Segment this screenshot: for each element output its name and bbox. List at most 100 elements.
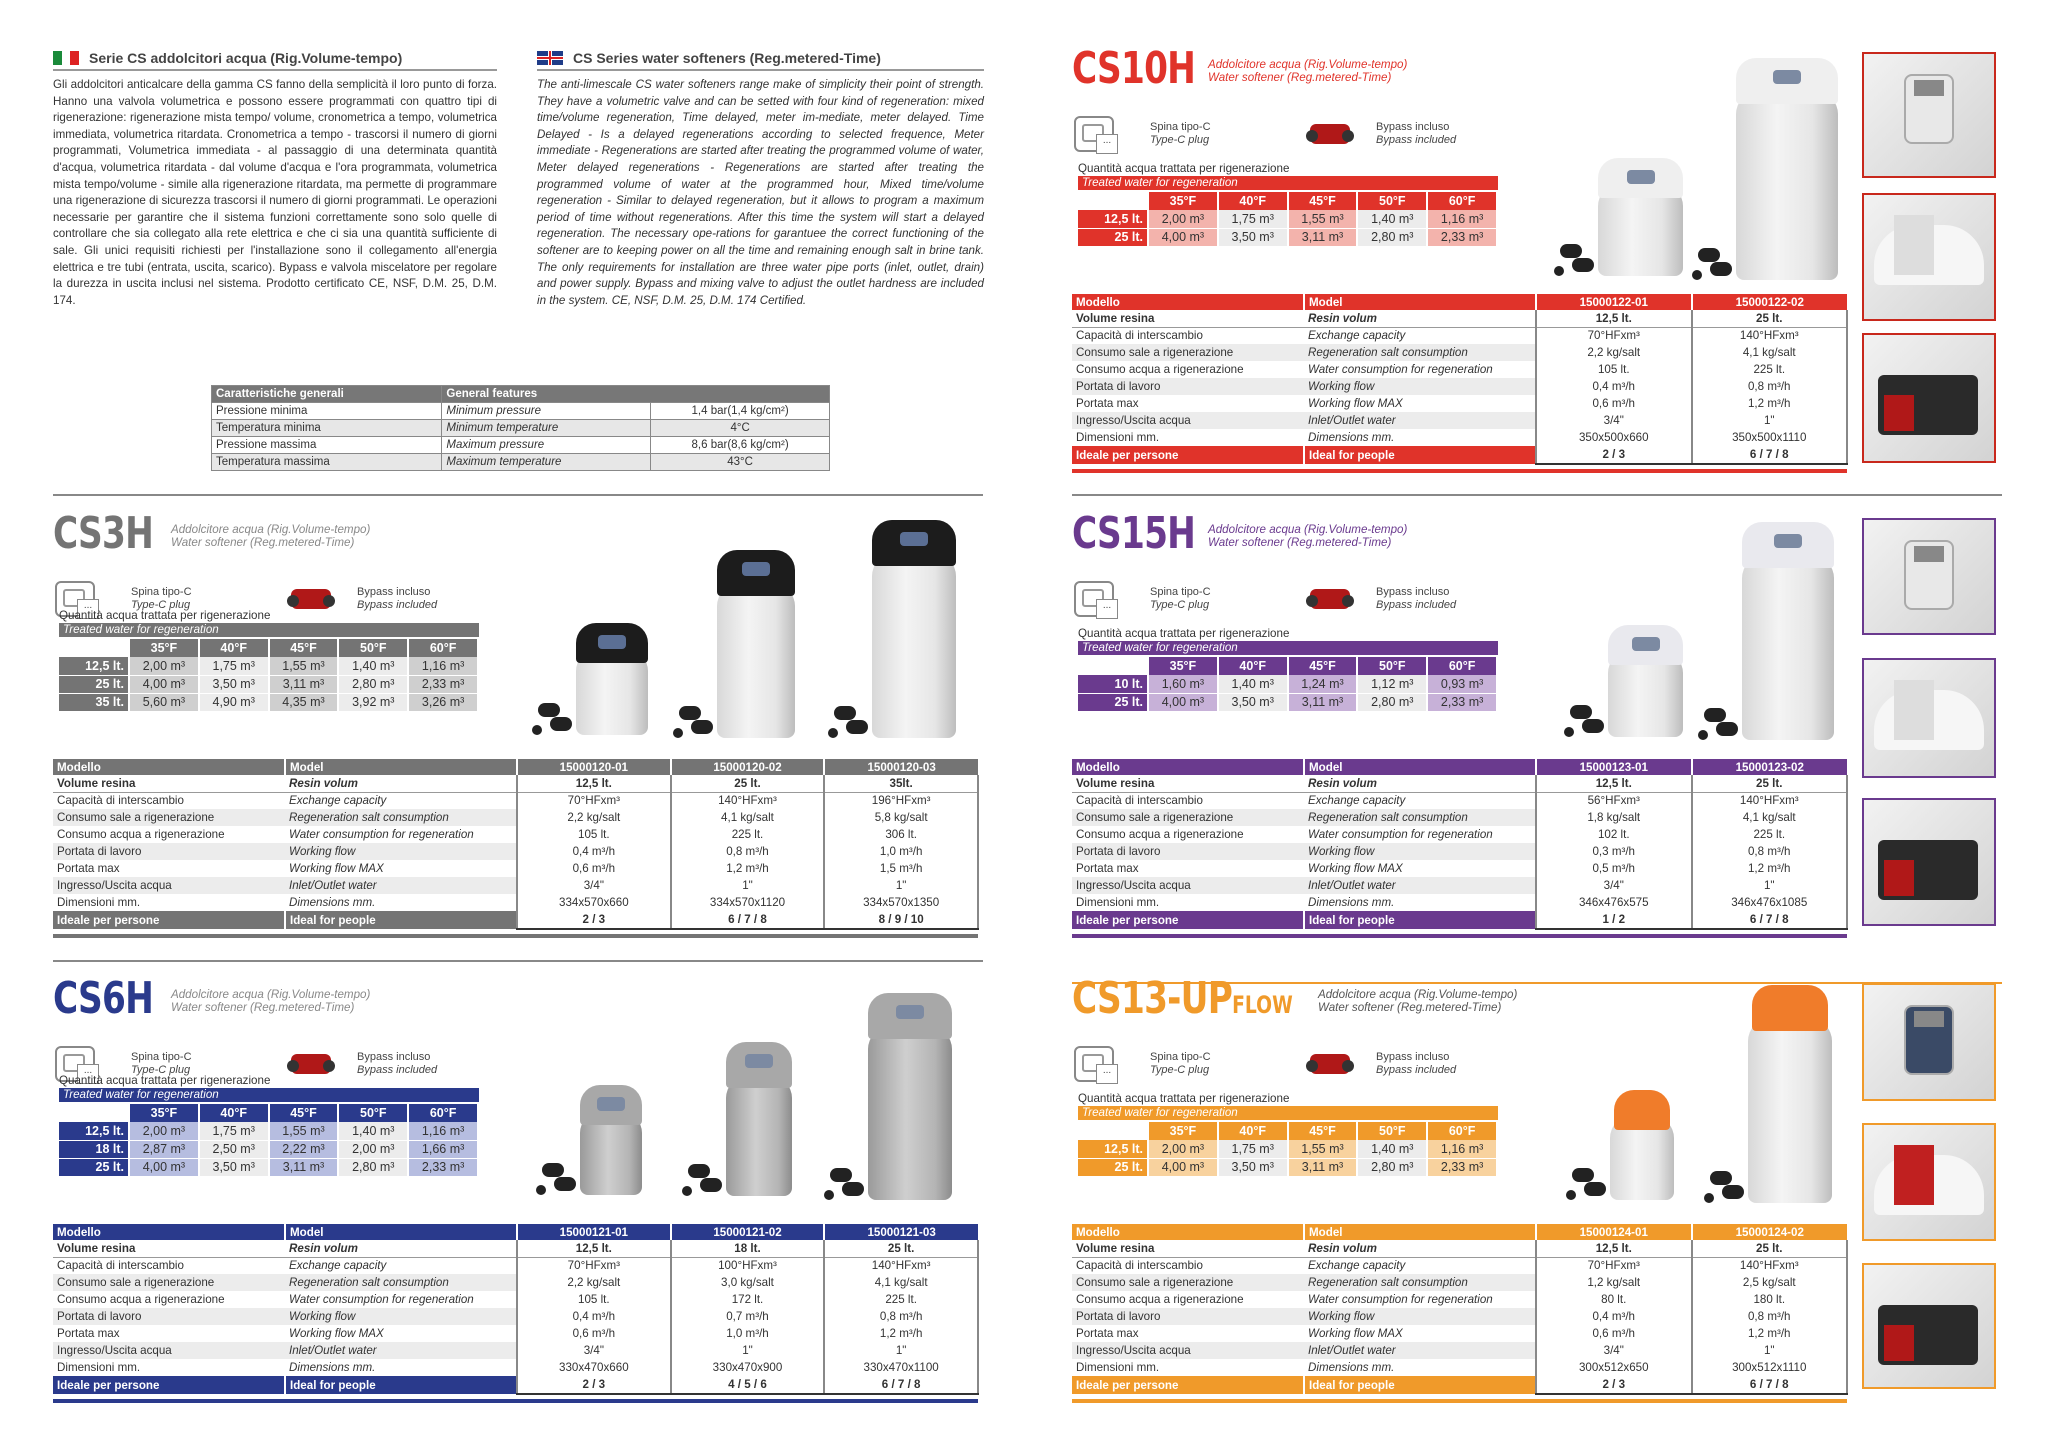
intro-en-title: CS Series water softeners (Reg.metered-T… <box>573 50 881 66</box>
intro-en-text: The anti-limescale CS water softeners ra… <box>537 78 984 307</box>
qt-caption-en: Treated water for regeneration <box>59 623 479 637</box>
qt-row: 25 lt. 4,00 m³ 3,50 m³ 3,11 m³ 2,80 m³ 2,33 m… <box>1078 693 1498 712</box>
temperature-header: 60°F <box>408 1104 479 1122</box>
intro-it-title: Serie CS addolcitori acqua (Rig.Volume-t… <box>89 50 403 66</box>
intro-english: CS Series water softeners (Reg.metered-T… <box>537 50 984 309</box>
plug-icon <box>55 581 99 619</box>
spec-row: Dimensioni mm. Dimensions mm. 350x500x660 3… <box>1072 429 1848 446</box>
specifications-table: Modello Model 15000121-01 15000121-02 150001… <box>53 1224 979 1395</box>
bypass-valve-icon <box>287 1046 337 1082</box>
intro-it-heading: Serie CS addolcitori acqua (Rig.Volume-t… <box>53 50 497 71</box>
model-code: 15000121-01 <box>516 1224 671 1240</box>
bypass-feature: Bypass incluso Bypass included <box>1306 1046 1456 1082</box>
spec-row: Capacità di interscambio Exchange capacit… <box>1072 1257 1848 1274</box>
italy-flag-icon <box>53 51 80 65</box>
model-code: 15000120-03 <box>823 759 978 775</box>
model-subtitle: Addolcitore acqua (Rig.Volume-tempo) Wate… <box>171 523 371 549</box>
spec-row: Dimensioni mm. Dimensions mm. 300x512x650 3… <box>1072 1359 1848 1376</box>
spec-row: Portata di lavoro Working flow 0,4 m³/h 0,8… <box>1072 1308 1848 1325</box>
model-title: CS15H <box>1072 508 1196 559</box>
qt-caption: Quantità acqua trattata per rigenerazion… <box>59 609 271 622</box>
spec-row: Portata max Working flow MAX 0,6 m³/h 1,2 m… <box>1072 395 1848 412</box>
temperature-header: 45°F <box>268 1104 340 1122</box>
intro-it-text: Gli addolcitori anticalcare della gamma … <box>53 78 497 307</box>
temperature-header: 45°F <box>1287 657 1359 675</box>
temperature-header: 35°F <box>1148 1122 1219 1140</box>
section-divider <box>53 960 983 962</box>
intro-en-heading: CS Series water softeners (Reg.metered-T… <box>537 50 984 71</box>
model-subtitle: Addolcitore acqua (Rig.Volume-tempo) Wate… <box>1208 523 1408 549</box>
gf-row: Pressione minima Minimum pressure 1,4 bar(… <box>210 402 830 420</box>
detail-photo <box>1862 798 1996 926</box>
temperature-header: 40°F <box>198 639 270 657</box>
spec-row: Portata max Working flow MAX 0,6 m³/h 1,0 m… <box>53 1325 979 1342</box>
section-underline <box>1072 934 1847 938</box>
model-code: 15000123-01 <box>1535 759 1692 775</box>
temperature-header: 40°F <box>198 1104 270 1122</box>
spec-row: Dimensioni mm. Dimensions mm. 334x570x660 3… <box>53 894 979 911</box>
temperature-header: 60°F <box>408 639 479 657</box>
model-code: 15000120-02 <box>669 759 825 775</box>
accessory-kit-icon <box>824 1164 870 1200</box>
spec-row: Volume resina Resin volum 12,5 lt. 18 lt. 25… <box>53 1240 979 1258</box>
accessory-kit-icon <box>673 702 719 738</box>
section-divider <box>1072 982 2002 984</box>
section-underline <box>1072 1399 1847 1403</box>
detail-photo <box>1862 518 1996 635</box>
accessory-kit-icon <box>1704 1167 1750 1203</box>
spec-row: Consumo sale a rigenerazione Regeneration… <box>53 809 979 826</box>
specifications-table: Modello Model 15000123-01 15000123-02 Volume… <box>1072 759 1848 930</box>
model-code: 15000121-02 <box>669 1224 825 1240</box>
temperature-header: 40°F <box>1217 192 1289 210</box>
plug-icon <box>55 1046 99 1084</box>
temperature-header: 50°F <box>1357 657 1429 675</box>
spec-row: Portata di lavoro Working flow 0,3 m³/h 0,8… <box>1072 843 1848 860</box>
temperature-header: 50°F <box>338 639 410 657</box>
detail-photo <box>1862 1123 1996 1241</box>
qt-caption-en: Treated water for regeneration <box>59 1088 479 1102</box>
spec-row: Capacità di interscambio Exchange capacit… <box>53 792 979 809</box>
plug-icon <box>1074 1046 1118 1084</box>
accessory-kit-icon <box>1698 704 1744 740</box>
detail-photo <box>1862 1263 1996 1389</box>
qt-row: 10 lt. 1,60 m³ 1,40 m³ 1,24 m³ 1,12 m³ 0,93 m… <box>1078 675 1498 694</box>
spec-row: Consumo acqua a rigenerazione Water consu… <box>1072 1291 1848 1308</box>
spec-header-row: Modello Model 15000124-01 15000124-02 <box>1072 1224 1847 1240</box>
model-code: 15000124-02 <box>1690 1224 1847 1240</box>
detail-photo <box>1862 333 1996 463</box>
model-code: 15000122-01 <box>1535 294 1692 310</box>
spec-row: Consumo acqua a rigenerazione Water consu… <box>53 1291 979 1308</box>
spec-row: Volume resina Resin volum 12,5 lt. 25 lt. 35… <box>53 775 979 793</box>
qt-caption: Quantità acqua trattata per rigenerazion… <box>59 1074 271 1087</box>
section-underline <box>53 934 978 938</box>
qt-caption-en: Treated water for regeneration <box>1078 641 1498 655</box>
qt-row: 18 lt. 2,87 m³ 2,50 m³ 2,22 m³ 2,00 m³ 1,66 m… <box>59 1140 479 1159</box>
spec-row: Volume resina Resin volum 12,5 lt. 25 lt. <box>1072 310 1848 328</box>
spec-row: Ingresso/Uscita acqua Inlet/Outlet water 3… <box>1072 412 1848 429</box>
spec-row: Consumo acqua a rigenerazione Water consu… <box>53 826 979 843</box>
temperature-header: 50°F <box>1357 1122 1429 1140</box>
spec-row: Portata di lavoro Working flow 0,4 m³/h 0,8… <box>1072 378 1848 395</box>
model-code: 15000121-03 <box>823 1224 978 1240</box>
treated-water-table: 35°F 40°F 45°F 50°F 60°F 12,5 lt. 2,00 m³ 1,75 … <box>1078 1122 1498 1177</box>
spec-row: Capacità di interscambio Exchange capacit… <box>53 1257 979 1274</box>
qt-row: 25 lt. 4,00 m³ 3,50 m³ 3,11 m³ 2,80 m³ 2,33 m… <box>59 675 479 694</box>
model-subtitle: Addolcitore acqua (Rig.Volume-tempo) Wate… <box>171 988 371 1014</box>
temperature-header: 35°F <box>129 1104 200 1122</box>
gf-header-en: General features <box>441 385 830 403</box>
uk-flag-icon <box>537 51 563 65</box>
spec-row: Portata di lavoro Working flow 0,4 m³/h 0,7… <box>53 1308 979 1325</box>
plug-icon <box>1074 116 1118 154</box>
spec-row: Portata max Working flow MAX 0,6 m³/h 1,2 m… <box>53 860 979 877</box>
accessory-kit-icon <box>536 1159 582 1195</box>
model-code: 15000123-02 <box>1690 759 1847 775</box>
model-title: CS10H <box>1072 43 1196 94</box>
spec-header-row: Modello Model 15000123-01 15000123-02 <box>1072 759 1847 775</box>
qt-row: 25 lt. 4,00 m³ 3,50 m³ 3,11 m³ 2,80 m³ 2,33 m… <box>59 1158 479 1177</box>
temperature-header: 45°F <box>1287 1122 1359 1140</box>
spec-header-row: Modello Model 15000121-01 15000121-02 150001… <box>53 1224 978 1240</box>
model-title: CS3H <box>53 508 154 559</box>
temperature-header: 60°F <box>1427 1122 1498 1140</box>
